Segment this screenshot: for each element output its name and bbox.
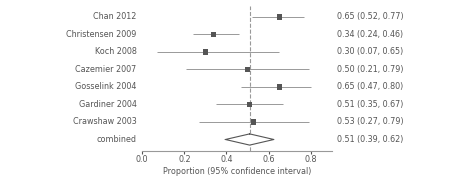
- Text: 0.51 (0.39, 0.62): 0.51 (0.39, 0.62): [337, 135, 404, 144]
- Bar: [247, 102, 252, 107]
- Polygon shape: [226, 134, 274, 145]
- Text: 0.65 (0.52, 0.77): 0.65 (0.52, 0.77): [337, 12, 404, 21]
- Bar: [211, 32, 217, 37]
- X-axis label: Proportion (95% confidence interval): Proportion (95% confidence interval): [163, 167, 311, 176]
- Text: 0.65 (0.47, 0.80): 0.65 (0.47, 0.80): [337, 82, 403, 91]
- Text: Cazemier 2007: Cazemier 2007: [75, 65, 137, 74]
- Text: 0.30 (0.07, 0.65): 0.30 (0.07, 0.65): [337, 47, 403, 56]
- Bar: [276, 14, 282, 20]
- Text: 0.50 (0.21, 0.79): 0.50 (0.21, 0.79): [337, 65, 404, 74]
- Bar: [203, 49, 208, 55]
- Text: Koch 2008: Koch 2008: [95, 47, 137, 56]
- Text: combined: combined: [97, 135, 137, 144]
- Text: Crawshaw 2003: Crawshaw 2003: [73, 117, 137, 126]
- Text: 0.34 (0.24, 0.46): 0.34 (0.24, 0.46): [337, 30, 403, 39]
- Text: Gosselink 2004: Gosselink 2004: [75, 82, 137, 91]
- Text: Christensen 2009: Christensen 2009: [66, 30, 137, 39]
- Bar: [276, 84, 282, 90]
- Bar: [245, 67, 250, 72]
- Text: Gardiner 2004: Gardiner 2004: [79, 100, 137, 109]
- Bar: [251, 119, 256, 125]
- Text: 0.53 (0.27, 0.79): 0.53 (0.27, 0.79): [337, 117, 404, 126]
- Text: 0.51 (0.35, 0.67): 0.51 (0.35, 0.67): [337, 100, 404, 109]
- Text: Chan 2012: Chan 2012: [93, 12, 137, 21]
